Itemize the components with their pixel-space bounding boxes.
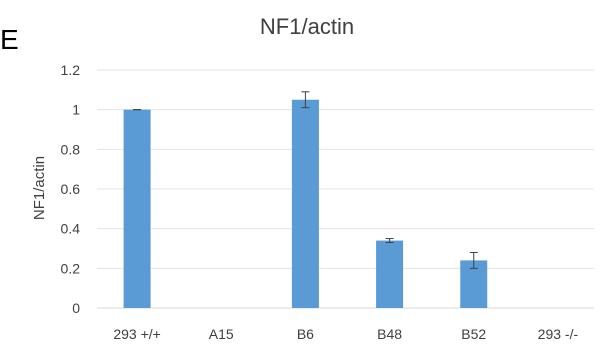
y-tick-label: 0 bbox=[72, 300, 80, 316]
y-tick-label: 0.8 bbox=[61, 141, 81, 157]
error-bar bbox=[385, 238, 394, 244]
y-tick-label: 0.2 bbox=[61, 260, 81, 276]
error-bars bbox=[133, 91, 478, 269]
x-tick-label: A15 bbox=[209, 326, 234, 342]
y-tick-label: 0.6 bbox=[61, 181, 81, 197]
y-tick-label: 1.2 bbox=[61, 62, 81, 78]
bar-b6 bbox=[291, 99, 319, 308]
x-tick-label: B48 bbox=[377, 326, 402, 342]
error-bar bbox=[301, 91, 310, 109]
x-tick-label: 293 +/+ bbox=[113, 326, 161, 342]
bars bbox=[123, 99, 488, 309]
error-bar bbox=[469, 251, 478, 269]
y-tick-label: 0.4 bbox=[61, 221, 81, 237]
x-tick-label: B52 bbox=[461, 326, 486, 342]
y-tick-label: 1 bbox=[72, 102, 80, 118]
y-axis-label: NF1/actin bbox=[31, 156, 48, 220]
x-tick-label: 293 -/- bbox=[538, 326, 579, 342]
bar-293- bbox=[123, 109, 151, 309]
x-axis-ticks: 293 +/+ A15 B6 B48 B52 293 -/- bbox=[113, 326, 578, 342]
chart-title: NF1/actin bbox=[260, 14, 354, 39]
y-axis-ticks: 0 0.2 0.4 0.6 0.8 1 1.2 bbox=[61, 62, 81, 316]
gridlines bbox=[97, 69, 594, 309]
panel-label: E bbox=[0, 24, 19, 55]
bar-b48 bbox=[376, 240, 404, 308]
x-tick-label: B6 bbox=[297, 326, 314, 342]
